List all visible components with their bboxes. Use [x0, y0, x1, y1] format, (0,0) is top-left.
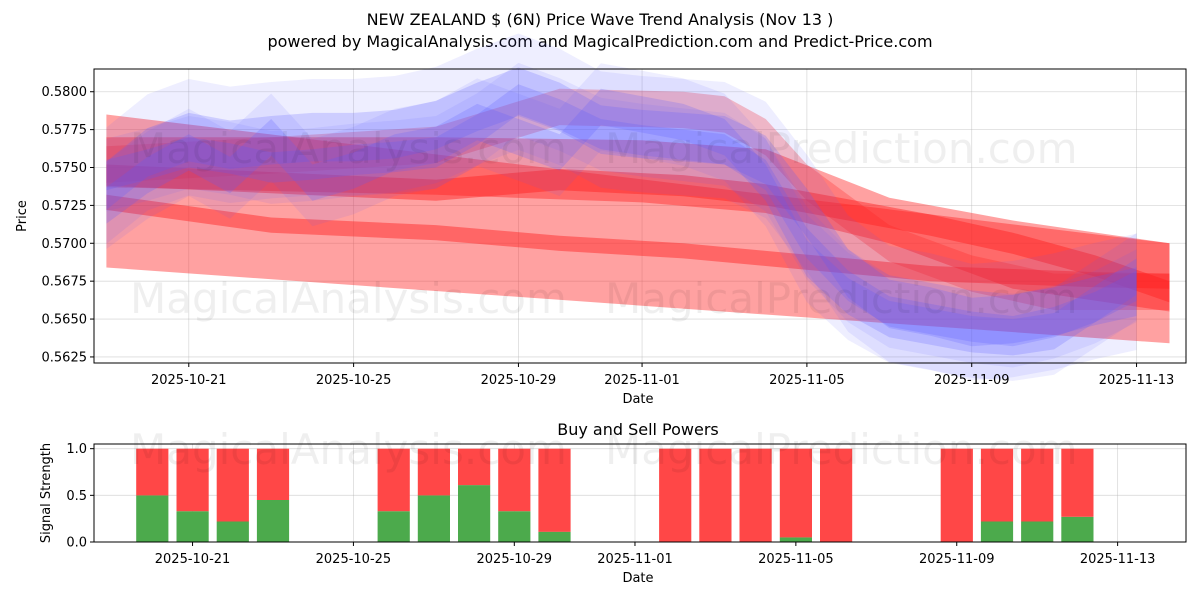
buy-bar: [980, 521, 1014, 542]
power-x-tick-label: 2025-11-05: [758, 552, 834, 567]
sell-bar: [377, 448, 410, 512]
buy-bar: [417, 495, 450, 542]
sell-bar: [779, 448, 812, 538]
blue-blue-wave-3-halo: [106, 63, 1137, 381]
red-red-wave-lower: [106, 194, 1170, 289]
power-x-tick-label: 2025-11-01: [597, 552, 673, 567]
power-y-tick-label: 0.0: [66, 536, 87, 551]
price-axes-frame: [93, 68, 1187, 364]
price-x-tick-label: 2025-11-09: [934, 373, 1010, 388]
price-x-tick-label: 2025-10-29: [481, 373, 557, 388]
sell-bar: [136, 448, 169, 496]
sell-bar: [699, 448, 732, 542]
buy-bar: [377, 511, 410, 542]
power-x-tick-label: 2025-11-13: [1080, 552, 1156, 567]
price-y-tick-label: 0.5725: [42, 199, 88, 214]
chart-title: NEW ZEALAND $ (6N) Price Wave Trend Anal…: [367, 10, 834, 29]
price-y-tick-label: 0.5625: [42, 350, 88, 365]
price-y-tick-label: 0.5700: [42, 237, 88, 252]
buy-bar: [256, 500, 290, 542]
price-y-tick-label: 0.5775: [42, 123, 88, 138]
sell-bar: [216, 448, 249, 522]
watermark-analysis-bottom: MagicalAnalysis.com: [130, 425, 567, 474]
power-ticks: 0.0 0.5 1.0 2025-10-21 2025-10-25 2025-10-29 2…: [66, 442, 1155, 567]
blue-blue-wave-1-halo: [106, 62, 1137, 368]
power-x-tick-label: 2025-10-25: [316, 552, 392, 567]
price-y-tick-label: 0.5800: [42, 85, 88, 100]
sell-bar: [176, 448, 209, 512]
power-y-label: Signal Strength: [39, 443, 54, 543]
price-y-tick-label: 0.5650: [42, 313, 88, 328]
watermark-analysis-top: MagicalAnalysis.com: [130, 124, 567, 173]
power-x-tick-label: 2025-11-09: [919, 552, 995, 567]
price-y-tick-label: 0.5675: [42, 275, 88, 290]
power-axes-frame: [93, 443, 1187, 543]
sell-bar: [739, 448, 772, 542]
buy-bar: [1021, 521, 1054, 542]
red-red-band-mid: [106, 137, 1170, 312]
buy-bar: [216, 521, 249, 542]
power-title: Buy and Sell Powers: [557, 420, 719, 439]
watermark-prediction-top: MagicalPrediction.com: [605, 124, 1078, 173]
power-y-tick-label: 0.5: [66, 489, 87, 504]
power-watermarks: MagicalAnalysis.com MagicalPrediction.co…: [130, 425, 1078, 474]
blue-blue-wave-2-halo: [106, 33, 1137, 381]
sell-bar: [1021, 448, 1054, 522]
price-x-tick-label: 2025-11-13: [1099, 373, 1175, 388]
sell-bar: [458, 448, 491, 486]
watermark-prediction-mid: MagicalPrediction.com: [605, 274, 1078, 323]
chart-subtitle: powered by MagicalAnalysis.com and Magic…: [267, 32, 932, 51]
power-y-tick-label: 1.0: [66, 442, 87, 457]
price-ticks: 0.5625 0.5650 0.5675 0.5700 0.5725 0.5750 0.57…: [42, 85, 1175, 388]
buy-bar: [779, 537, 812, 542]
sell-bar: [1061, 448, 1094, 517]
power-x-tick-label: 2025-10-21: [155, 552, 231, 567]
price-x-tick-label: 2025-11-05: [769, 373, 845, 388]
sell-bar: [659, 448, 692, 542]
price-x-label: Date: [622, 392, 653, 407]
power-x-tick-label: 2025-10-29: [477, 552, 553, 567]
power-x-label: Date: [622, 571, 653, 586]
buy-bar: [538, 531, 571, 542]
sell-bar: [417, 448, 450, 496]
blue-blue-wave-1: [106, 84, 1137, 347]
buy-bar: [176, 511, 209, 542]
price-x-tick-label: 2025-11-01: [604, 373, 680, 388]
price-y-label: Price: [15, 200, 30, 232]
sell-bar: [256, 448, 290, 500]
buy-bar: [458, 485, 491, 542]
price-x-tick-label: 2025-10-21: [151, 373, 227, 388]
price-grid: [94, 69, 1186, 363]
sell-bar: [538, 448, 571, 532]
watermark-prediction-bottom: MagicalPrediction.com: [605, 425, 1078, 474]
sell-bar: [980, 448, 1014, 522]
buy-bar: [136, 495, 169, 542]
buy-bar: [498, 511, 531, 542]
red-red-wave-top: [106, 88, 1170, 310]
blue-blue-wave-3: [106, 88, 1137, 356]
price-bands: [106, 33, 1170, 381]
red-red-wave-upper: [106, 164, 1170, 303]
price-y-tick-label: 0.5750: [42, 161, 88, 176]
sell-bar: [820, 448, 853, 542]
blue-blue-wave-2: [106, 67, 1137, 347]
power-bars: [136, 448, 1094, 542]
watermark-analysis-mid: MagicalAnalysis.com: [130, 274, 567, 323]
price-watermarks: MagicalAnalysis.com MagicalPrediction.co…: [130, 124, 1078, 323]
price-x-tick-label: 2025-10-25: [316, 373, 392, 388]
sell-bar: [498, 448, 531, 512]
red-red-band-wide: [106, 114, 1170, 344]
sell-bar: [940, 448, 973, 542]
buy-bar: [1061, 516, 1094, 542]
